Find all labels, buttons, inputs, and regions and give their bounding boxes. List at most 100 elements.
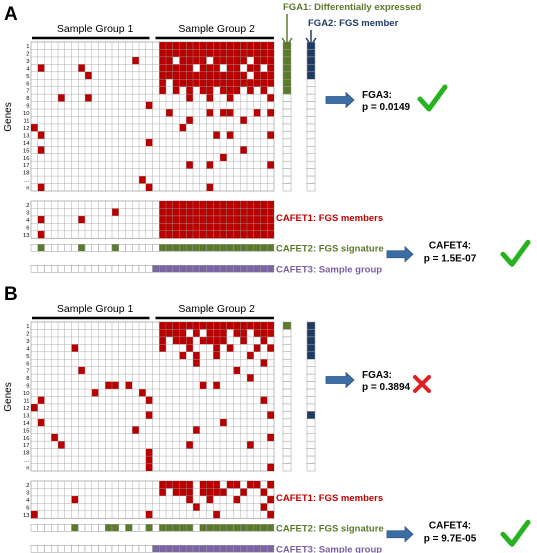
- signature-band-cell: [105, 244, 113, 252]
- fga2-column-cell: [306, 381, 316, 390]
- signature-band-cell: [138, 524, 146, 532]
- sample-group-band-cell: [186, 545, 194, 553]
- cafet4-arrow: [386, 245, 414, 263]
- expression-grid-cell: [267, 71, 274, 80]
- expression-grid-cell: [193, 71, 200, 80]
- fga2-column-cell: [306, 359, 316, 367]
- fga1-column-cell: [282, 373, 292, 382]
- expression-grid-cell: [199, 86, 207, 95]
- fgs-member-grid-cell: [159, 223, 166, 231]
- expression-grid-cell: [179, 123, 187, 132]
- expression-grid-cell: [179, 42, 187, 50]
- fga2-column-cell: [306, 175, 316, 184]
- expression-grid-cell: [186, 86, 193, 95]
- expression-grid-cell: [226, 86, 234, 95]
- signature-band-cell: [172, 524, 180, 532]
- fgs-member-grid-cell: [31, 510, 38, 519]
- signature-band-cell: [111, 244, 119, 252]
- sample-group-band-cell: [213, 545, 221, 553]
- expression-grid-cell: [233, 56, 241, 65]
- expression-grid-cell: [253, 64, 261, 72]
- fga2-column-cell: [306, 373, 316, 382]
- signature-band-cell: [145, 524, 153, 532]
- fgs-member-grid-cell: [267, 201, 274, 209]
- sample-group-band-cell: [186, 265, 194, 273]
- sample-group-band-cell: [159, 265, 167, 273]
- expression-grid-cell: [247, 322, 254, 330]
- fga2-column-cell: [306, 418, 316, 427]
- expression-grid-cell: [240, 42, 247, 50]
- cafet1-label: CAFET1: FGS members: [276, 493, 383, 504]
- fga1-column-cell: [282, 116, 292, 125]
- cafet4-pvalue: p = 9.7E-05: [424, 533, 477, 544]
- sample-group-band-cell: [138, 545, 146, 553]
- fga1-column-cell: [282, 79, 292, 87]
- expression-grid-cell: [159, 56, 166, 65]
- cafet4-pvalue: p = 1.5E-07: [424, 253, 477, 264]
- fga3-pvalue: p = 0.3894: [362, 382, 411, 393]
- expression-grid-cell: [145, 448, 153, 457]
- expression-grid-cell: [166, 322, 173, 330]
- fga3-title: FGA3:: [362, 370, 392, 381]
- expression-grid-cell: [199, 322, 207, 330]
- sample-group-band-cell: [145, 265, 153, 273]
- fgs-member-grid-cell: [172, 201, 180, 209]
- sample-group-band-cell: [125, 545, 133, 553]
- mini-row-label: 4: [26, 498, 30, 504]
- signature-band-cell: [165, 244, 173, 252]
- sample-group-band-cell: [51, 545, 59, 553]
- mini-row-label: 4: [26, 218, 30, 224]
- fga2-column-cell: [306, 329, 316, 338]
- fgs-member-grid-cell: [233, 215, 241, 224]
- fgs-member-grid-cell: [186, 495, 193, 504]
- fga2-column-cell: [306, 440, 316, 449]
- sample-group-band-cell: [44, 545, 52, 553]
- expression-grid-cell: [226, 64, 234, 72]
- expression-grid-cell: [159, 336, 166, 345]
- fga2-label: FGA2: FGS member: [308, 18, 399, 29]
- fgs-member-grid-cell: [206, 223, 214, 231]
- check-icon: [500, 519, 531, 547]
- fga2-column-cell: [306, 160, 316, 169]
- expression-grid-cell: [159, 86, 166, 95]
- gene-row-label: 3: [26, 59, 29, 65]
- sample-group-band-cell: [98, 265, 106, 273]
- fga1-column-cell: [282, 455, 292, 464]
- expression-grid-cell: [220, 109, 227, 117]
- fgs-member-grid-cell: [260, 208, 268, 216]
- expression-grid-cell: [179, 64, 187, 72]
- cafet4-title: CAFET4:: [429, 520, 471, 531]
- fga1-column-cell: [282, 359, 292, 367]
- fga3-pvalue: p = 0.0149: [362, 102, 411, 113]
- expression-grid-cell: [206, 109, 214, 117]
- expression-grid-cell: [260, 336, 268, 345]
- signature-band-cell: [206, 244, 214, 252]
- expression-grid-cell: [267, 49, 274, 57]
- signature-band-cell: [145, 244, 153, 252]
- expression-grid-cell: [172, 329, 180, 337]
- fgs-member-grid-cell: [267, 510, 274, 519]
- gene-row-label: 13: [23, 413, 29, 419]
- mini-row-label: 6: [26, 505, 29, 511]
- sample-group-band-cell: [125, 265, 133, 273]
- expression-grid-cell: [260, 79, 268, 87]
- expression-grid-cell: [139, 176, 146, 184]
- expression-grid-cell: [233, 329, 241, 337]
- expression-grid-cell: [267, 42, 274, 50]
- fgs-member-grid-cell: [247, 230, 254, 239]
- fgs-member-grid-cell: [172, 223, 180, 231]
- expression-grid-cell: [247, 86, 254, 95]
- sample-group-band-cell: [226, 545, 234, 553]
- expression-grid-cell: [145, 463, 153, 471]
- signature-band-cell: [246, 524, 254, 532]
- expression-grid-cell: [267, 463, 274, 471]
- expression-grid-cell: [253, 344, 261, 352]
- sample-group-band-cell: [118, 545, 126, 553]
- expression-grid-cell: [166, 109, 173, 117]
- signature-band-cell: [84, 524, 92, 532]
- signature-band-cell: [246, 244, 254, 252]
- fgs-member-grid-cell: [179, 201, 187, 209]
- fgs-member-grid-cell: [172, 208, 180, 216]
- signature-band-cell: [64, 244, 72, 252]
- gene-row-label: 6: [26, 361, 29, 367]
